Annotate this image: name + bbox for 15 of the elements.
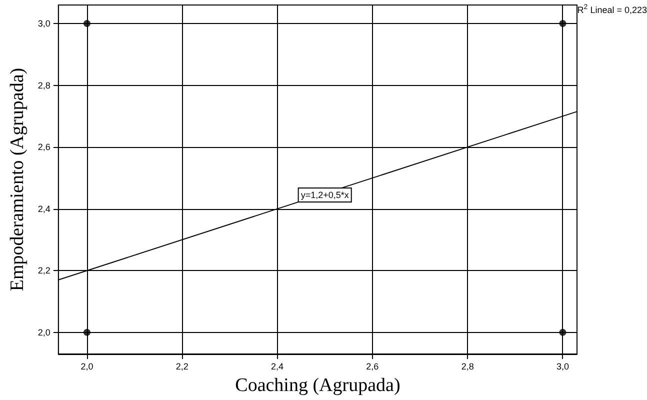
x-tick-label: 3,0 (556, 362, 569, 372)
x-axis-title: Coaching (Agrupada) (235, 375, 400, 396)
x-tick-label: 2,6 (366, 362, 379, 372)
x-tick-label: 2,0 (80, 362, 94, 372)
y-tick-label: 2,0 (38, 327, 50, 338)
y-tick-label: 2,4 (38, 204, 50, 214)
x-tick-label: 2,8 (461, 362, 474, 372)
y-tick-label: 2,8 (38, 80, 50, 90)
y-tick-label: 2,6 (38, 142, 50, 152)
y-axis-title: Empoderamiento (Agrupada) (7, 68, 28, 292)
y-tick-label: 3,0 (38, 18, 50, 29)
x-tick-label: 2,4 (271, 362, 284, 372)
x-tick-label: 2,2 (176, 362, 188, 372)
y-tick-label: 2,2 (38, 266, 50, 276)
annotation: y=1,2+0,5*x (300, 190, 350, 200)
